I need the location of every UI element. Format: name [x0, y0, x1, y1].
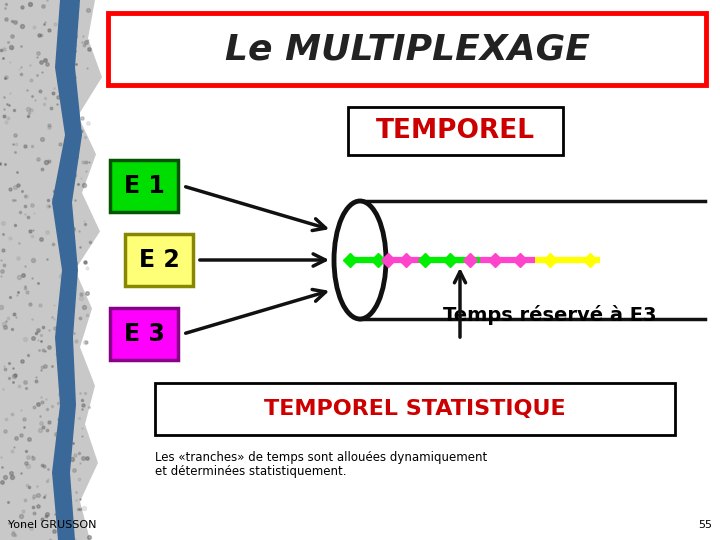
Text: E 1: E 1 — [124, 174, 164, 198]
Polygon shape — [0, 0, 102, 540]
Text: TEMPOREL STATISTIQUE: TEMPOREL STATISTIQUE — [264, 399, 566, 419]
Text: E 3: E 3 — [124, 322, 164, 346]
Text: TEMPOREL: TEMPOREL — [376, 118, 534, 144]
FancyBboxPatch shape — [110, 308, 178, 360]
FancyBboxPatch shape — [348, 107, 563, 155]
Text: Yonel GRUSSON: Yonel GRUSSON — [8, 520, 96, 530]
Text: et déterminées statistiquement.: et déterminées statistiquement. — [155, 465, 346, 478]
Polygon shape — [52, 0, 82, 540]
FancyBboxPatch shape — [125, 234, 193, 286]
FancyBboxPatch shape — [108, 13, 706, 85]
Text: 55: 55 — [698, 520, 712, 530]
FancyBboxPatch shape — [110, 160, 178, 212]
Text: Le MULTIPLEXAGE: Le MULTIPLEXAGE — [225, 32, 590, 66]
FancyBboxPatch shape — [155, 383, 675, 435]
Text: E 2: E 2 — [139, 248, 179, 272]
Text: Temps réservé à E3: Temps réservé à E3 — [444, 305, 657, 325]
Text: Les «tranches» de temps sont allouées dynamiquement: Les «tranches» de temps sont allouées dy… — [155, 450, 487, 463]
Ellipse shape — [334, 201, 386, 319]
